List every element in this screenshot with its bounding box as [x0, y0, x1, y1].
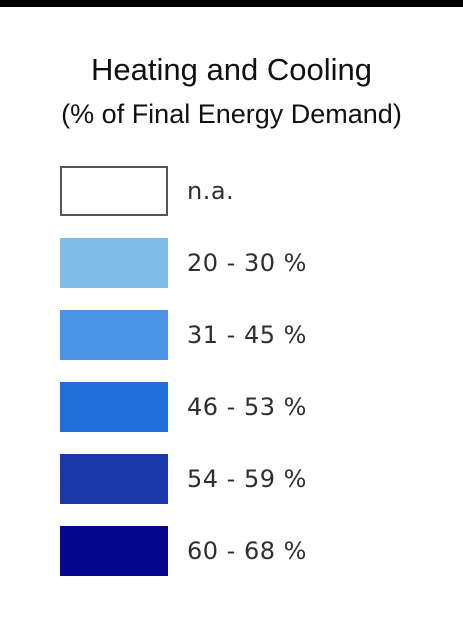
legend-swatch-54-59 [60, 454, 168, 504]
top-border [0, 0, 463, 7]
legend-swatch-20-30 [60, 238, 168, 288]
legend-label-46-53: 46 - 53 % [187, 393, 307, 421]
legend-subtitle: (% of Final Energy Demand) [61, 99, 402, 129]
legend-swatch-31-45 [60, 310, 168, 360]
legend-item-60-68: 60 - 68 % [60, 526, 390, 598]
legend-item-31-45: 31 - 45 % [60, 310, 390, 382]
legend-item-20-30: 20 - 30 % [60, 238, 390, 310]
legend-item-54-59: 54 - 59 % [60, 454, 390, 526]
map-legend: n.a. 20 - 30 % 31 - 45 % 46 - 53 % 54 - … [60, 166, 390, 598]
legend-item-46-53: 46 - 53 % [60, 382, 390, 454]
legend-label-60-68: 60 - 68 % [187, 537, 307, 565]
legend-swatch-na [60, 166, 168, 216]
legend-label-na: n.a. [187, 177, 235, 205]
legend-title: Heating and Cooling [91, 52, 372, 87]
legend-label-20-30: 20 - 30 % [187, 249, 307, 277]
legend-label-54-59: 54 - 59 % [187, 465, 307, 493]
legend-label-31-45: 31 - 45 % [187, 321, 307, 349]
legend-swatch-46-53 [60, 382, 168, 432]
legend-swatch-60-68 [60, 526, 168, 576]
legend-item-na: n.a. [60, 166, 390, 238]
